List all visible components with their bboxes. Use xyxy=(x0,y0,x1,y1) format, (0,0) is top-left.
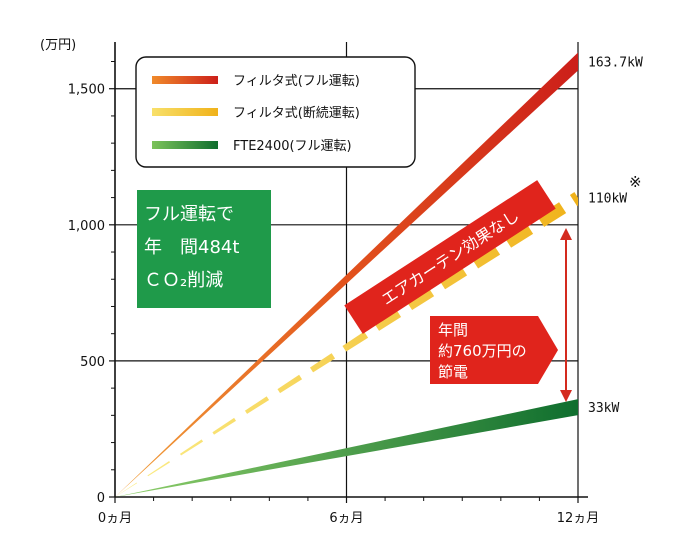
y-tick-label-0: 0 xyxy=(97,491,105,506)
y-axis-unit: (万円) xyxy=(40,38,76,53)
co2-reduction-box: フル運転で 年 間484t ＣＯ₂削減 xyxy=(137,190,271,308)
x-tick-label-12: 12ヵ月 xyxy=(557,511,600,526)
series-layer xyxy=(115,52,578,497)
banner-background xyxy=(344,180,556,334)
co2-box-line-3: ＣＯ₂削減 xyxy=(144,270,223,291)
ticks: 0 500 1,000 1,500 0ヵ月 6ヵ月 12ヵ月 xyxy=(68,60,600,526)
legend-swatch-red xyxy=(152,76,218,84)
legend-label-red: フィルタ式(フル運転) xyxy=(233,74,360,89)
x-tick-label-0: 0ヵ月 xyxy=(98,511,132,526)
legend-label-yellow: フィルタ式(断続運転) xyxy=(233,106,360,121)
legend-swatch-green xyxy=(152,141,218,149)
savings-callout: 年間 約760万円の 節電 xyxy=(430,316,558,384)
co2-box-line-2: 年 間484t xyxy=(144,237,239,258)
series-end-label-1: 110kW xyxy=(588,192,627,207)
callout-line-2: 約760万円の xyxy=(438,342,527,360)
difference-arrow-head-bottom xyxy=(560,390,572,402)
legend-box xyxy=(135,56,416,168)
y-tick-label-1000: 1,000 xyxy=(68,219,105,234)
co2-box-background xyxy=(137,190,271,308)
series-line-1 xyxy=(115,189,578,497)
air-curtain-banner: エアカーテン効果なし xyxy=(344,180,556,334)
banner-text: エアカーテン効果なし xyxy=(378,206,523,309)
legend-swatch-yellow xyxy=(152,108,218,116)
callout-background xyxy=(430,316,558,384)
note-mark: ※ xyxy=(629,173,642,191)
y-tick-label-1500: 1,500 xyxy=(68,83,105,98)
callout-line-3: 節電 xyxy=(438,363,468,381)
series-line-2 xyxy=(115,399,578,497)
series-line-0 xyxy=(115,52,578,497)
difference-arrow xyxy=(560,228,572,402)
legend-label-green: FTE2400(フル運転) xyxy=(233,139,352,154)
series-end-label-0: 163.7kW xyxy=(588,55,643,70)
legend: フィルタ式(フル運転) フィルタ式(断続運転) FTE2400(フル運転) xyxy=(135,56,416,168)
end-labels: 163.7kW 110kW 33kW xyxy=(588,55,643,416)
co2-box-line-1: フル運転で xyxy=(144,204,234,225)
y-tick-label-500: 500 xyxy=(80,355,105,370)
series-end-label-2: 33kW xyxy=(588,401,619,416)
callout-line-1: 年間 xyxy=(438,321,468,339)
x-tick-label-6: 6ヵ月 xyxy=(329,511,363,526)
difference-arrow-head-top xyxy=(560,228,572,240)
